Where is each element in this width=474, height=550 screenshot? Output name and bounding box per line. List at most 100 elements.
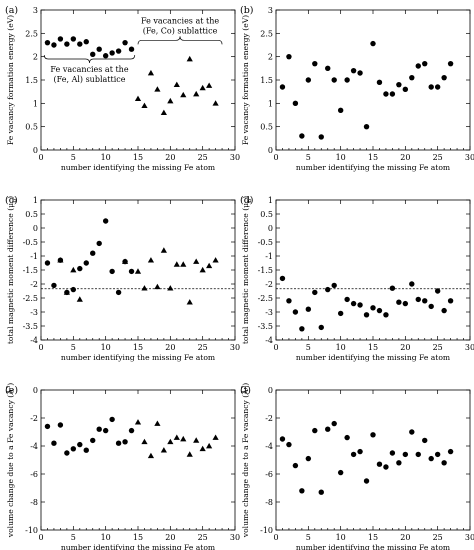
y-tick-label: -10 (260, 526, 273, 535)
x-tick-label: 5 (306, 343, 311, 352)
y-tick-label: 2 (33, 53, 38, 62)
x-tick-label: 5 (71, 533, 76, 542)
x-axis-label: number identifying the missing Fe atom (296, 353, 450, 362)
y-tick-label: -3 (265, 308, 273, 317)
x-tick-label: 20 (165, 153, 175, 162)
data-point-circle (299, 488, 305, 494)
x-tick-label: 5 (306, 153, 311, 162)
data-point-circle (331, 282, 337, 289)
y-axis-label: volume change due to a Fe vacancy (Å3) (6, 383, 15, 538)
data-point-circle (402, 300, 409, 307)
data-point-triangle (186, 55, 193, 62)
data-point-circle (344, 434, 350, 441)
data-point-circle (370, 305, 376, 311)
data-point-circle (415, 451, 421, 458)
y-axis-label-text: total magnetic moment difference (μ (241, 203, 250, 344)
data-point-circle (96, 426, 102, 432)
data-point-circle (83, 39, 89, 45)
data-point-circle (441, 74, 447, 81)
data-point-circle (64, 450, 70, 456)
y-tick-label: -1.5 (23, 266, 38, 275)
data-point-circle (441, 307, 447, 314)
data-point-circle (376, 79, 383, 86)
data-point-circle (115, 289, 122, 296)
data-point-circle (434, 288, 441, 294)
x-tick-label: 0 (38, 343, 43, 352)
data-point-circle (299, 133, 305, 139)
x-tick-label: 5 (71, 153, 76, 162)
data-point-circle (128, 427, 135, 434)
data-point-circle (286, 53, 292, 60)
y-axis-label-subscript: B (247, 199, 253, 203)
data-point-triangle (134, 268, 142, 274)
y-tick-label: 1 (268, 99, 273, 108)
data-point-circle (331, 420, 337, 427)
data-point-circle (415, 63, 421, 69)
data-point-circle (122, 39, 128, 46)
y-tick-label: 1.5 (260, 76, 273, 85)
data-point-triangle (173, 434, 180, 440)
data-point-triangle (186, 299, 193, 305)
data-point-circle (447, 298, 454, 304)
data-point-circle (318, 489, 324, 495)
y-axis-label-text: volume change due to a Fe vacancy (Å (6, 389, 15, 538)
plot-frame (40, 389, 236, 531)
data-point-circle (422, 437, 428, 444)
y-tick-label: -6 (30, 470, 38, 479)
x-tick-label: 25 (433, 153, 443, 162)
x-tick-label: 10 (101, 153, 111, 162)
data-point-triangle (147, 257, 155, 263)
data-point-triangle (154, 420, 161, 426)
data-point-circle (363, 123, 370, 130)
data-point-circle (90, 250, 96, 256)
data-point-circle (44, 260, 51, 266)
y-tick-label: -1.5 (258, 266, 273, 275)
plot-frame (275, 199, 471, 341)
x-tick-label: 0 (273, 153, 278, 162)
y-axis-label: Fe vacancy formation energy (eV) (241, 15, 250, 145)
data-point-triangle (199, 266, 206, 273)
y-tick-label: -2.5 (23, 294, 38, 303)
x-tick-label: 30 (230, 153, 240, 162)
panel-letter: (b) (240, 5, 254, 16)
y-axis-label-superscript: 3 (6, 385, 12, 389)
data-point-circle (344, 77, 350, 83)
x-tick-label: 30 (230, 343, 240, 352)
y-tick-label: 0.5 (260, 123, 273, 132)
y-tick-label: 0 (33, 146, 38, 155)
data-point-circle (102, 53, 109, 59)
x-tick-label: 20 (165, 343, 175, 352)
data-point-circle (64, 41, 70, 47)
data-point-circle (447, 448, 454, 455)
y-tick-label: -2 (265, 280, 273, 289)
annotation-brace (137, 36, 223, 45)
data-point-circle (279, 436, 286, 442)
x-tick-label: 0 (38, 153, 43, 162)
data-point-circle (363, 478, 370, 484)
y-tick-label: -4 (265, 336, 273, 345)
data-point-circle (428, 303, 434, 310)
data-point-circle (422, 60, 428, 67)
data-point-circle (305, 77, 312, 83)
data-point-triangle (154, 86, 161, 92)
x-axis-label: number identifying the missing Fe atom (61, 353, 215, 362)
y-tick-label: 0.5 (260, 210, 273, 219)
plot-frame (275, 9, 471, 151)
y-axis-label-text: total magnetic moment difference (μ (6, 203, 15, 344)
chart-panel: 0 5 10 15 20 25 30 0 0.5 1 1.5 2 2.5 3 (b) number ident… (240, 5, 474, 172)
data-point-circle (109, 268, 115, 275)
y-tick-label: 0 (268, 386, 273, 395)
data-point-triangle (193, 90, 200, 97)
data-point-circle (344, 296, 350, 303)
chart-panel: 0 5 10 15 20 25 30 -10 -8 -6 -4 -2 0 (f) number identi… (240, 383, 474, 550)
y-axis-label-text: Fe vacancy formation energy (eV) (6, 15, 15, 145)
x-tick-label: 5 (306, 533, 311, 542)
data-point-circle (115, 440, 122, 446)
y-tick-label: 0.5 (25, 123, 38, 132)
data-point-circle (422, 298, 428, 304)
data-point-circle (115, 48, 122, 54)
data-point-circle (350, 67, 357, 74)
panel-letter: (a) (5, 5, 18, 16)
y-axis-label-end: ) (6, 196, 15, 199)
x-tick-label: 0 (273, 533, 278, 542)
